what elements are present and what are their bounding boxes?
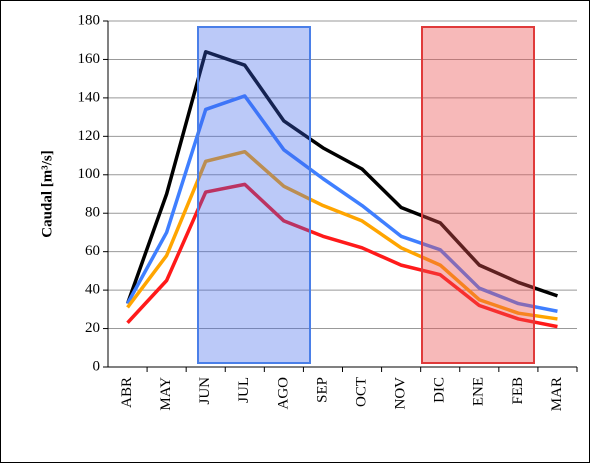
- x-tick-label: AGO: [275, 377, 291, 410]
- lines: [125, 50, 559, 329]
- y-axis-title: Caudal [m³/s]: [39, 150, 55, 237]
- x-tick-label: ABR: [119, 377, 135, 408]
- x-tick-label: ENE: [471, 377, 487, 406]
- highlight-wet-season: [197, 26, 311, 364]
- y-tick-label: 80: [85, 205, 100, 221]
- x-tick-label: JUL: [236, 377, 252, 403]
- x-tick-label: SEP: [314, 377, 330, 403]
- y-tick-label: 160: [78, 51, 101, 67]
- x-tick-label: JUN: [197, 377, 213, 405]
- y-tick-label: 120: [78, 128, 101, 144]
- y-tick-label: 60: [85, 243, 100, 259]
- y-tick-label: 0: [93, 358, 101, 374]
- y-tick-label: 180: [78, 12, 101, 28]
- y-tick-label: 20: [85, 320, 100, 336]
- x-tick-label: NOV: [393, 377, 409, 410]
- highlight-dry-season: [421, 26, 535, 364]
- y-tick-label: 140: [78, 89, 101, 105]
- x-tick-label: OCT: [353, 377, 369, 407]
- x-tick-label: MAR: [549, 377, 565, 411]
- labels: 0 20 40 60 80 100 120 140 160 180 ABR MAY JUN JUL AGO S…: [78, 12, 578, 411]
- series-line: [125, 50, 559, 305]
- y-tick-label: 100: [78, 166, 101, 182]
- y-tick-label: 40: [85, 282, 100, 298]
- x-tick-label: FEB: [510, 377, 526, 405]
- series-line: [126, 149, 558, 321]
- x-tick-label: MAY: [158, 377, 174, 411]
- x-tick-label: DIC: [432, 377, 448, 403]
- series-line: [126, 94, 558, 313]
- series-line: [126, 182, 558, 329]
